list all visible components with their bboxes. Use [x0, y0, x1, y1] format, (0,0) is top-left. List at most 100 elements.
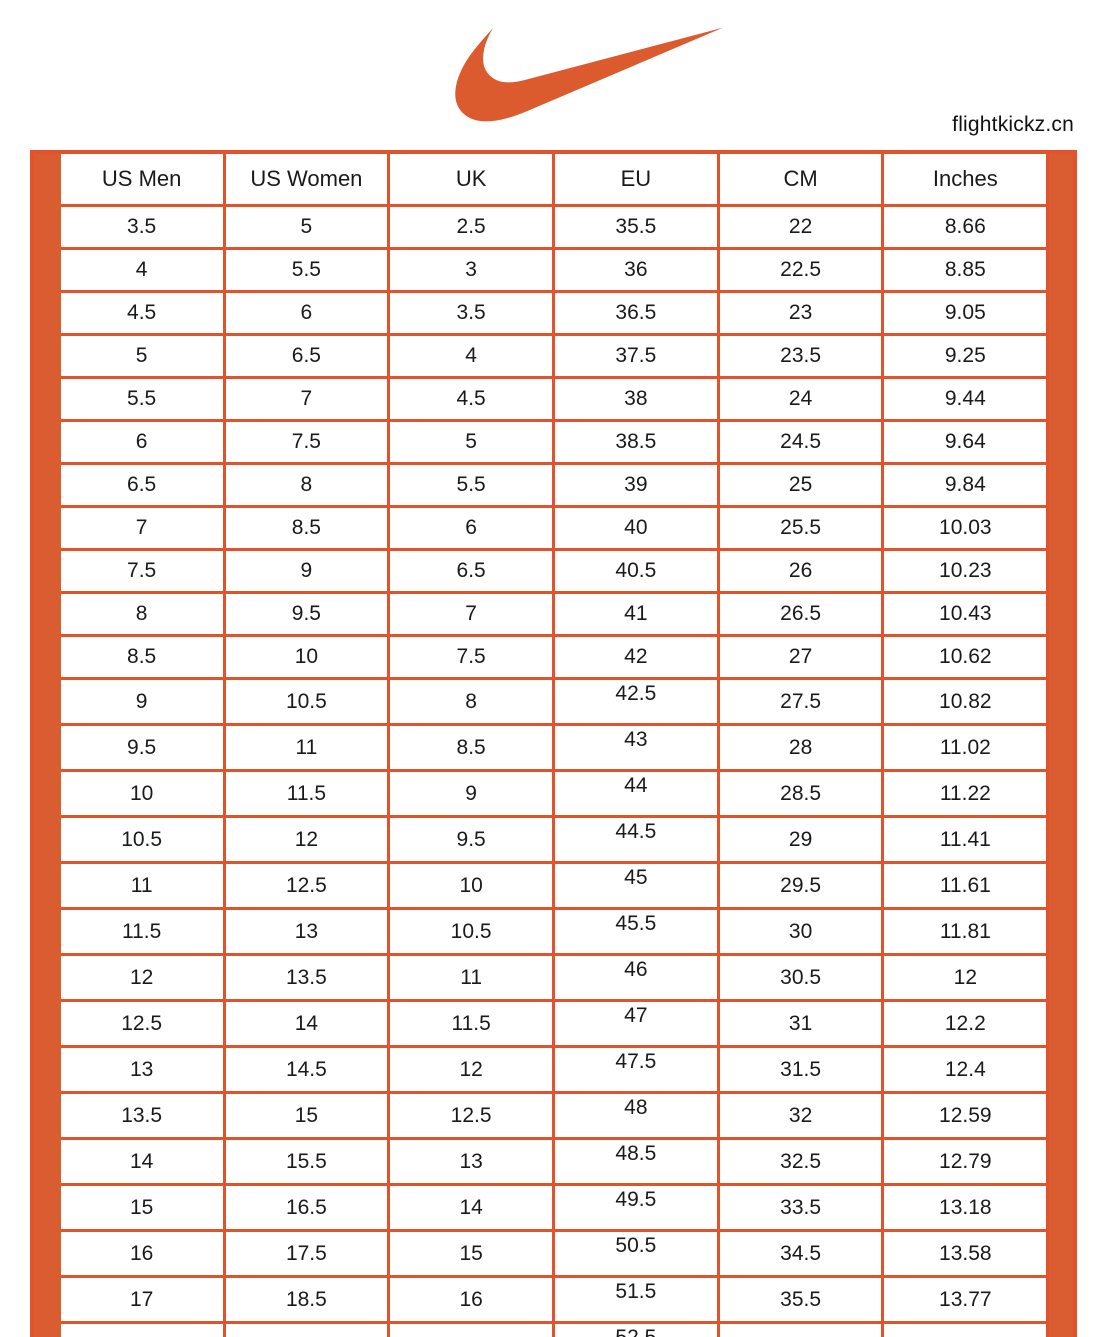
cell-uk: 11.5 [387, 999, 555, 1048]
cell-inches: 14.37 [881, 1321, 1050, 1337]
cell-uk: 13 [387, 1137, 555, 1186]
cell-uk: 6 [387, 505, 555, 551]
cell-inches: 10.23 [881, 548, 1050, 594]
cell-us-women: 19.5 [222, 1321, 391, 1337]
right-accent-bar [1046, 1229, 1077, 1278]
table-row: 9.5 11 8.5 43 28 11.02 [30, 723, 1077, 772]
cell-inches: 9.64 [881, 419, 1050, 465]
cell-eu: 38.5 [551, 419, 720, 465]
cell-eu: 52.5 [551, 1321, 720, 1337]
right-accent-bar [1046, 677, 1077, 726]
cell-cm: 26 [716, 548, 885, 594]
header-eu: EU [551, 150, 720, 207]
cell-eu: 51.5 [551, 1275, 720, 1324]
cell-cm: 35.5 [716, 1275, 885, 1324]
cell-eu: 40 [551, 505, 720, 551]
cell-cm: 31 [716, 999, 885, 1048]
cell-us-men: 11 [57, 861, 226, 910]
cell-uk: 3.5 [387, 290, 555, 336]
right-accent-bar [1046, 204, 1077, 250]
cell-us-men: 5.5 [57, 376, 226, 422]
cell-us-women: 13 [222, 907, 391, 956]
table-row: 12 13.5 11 46 30.5 12 [30, 953, 1077, 1002]
cell-cm: 27.5 [716, 677, 885, 726]
cell-us-women: 11 [222, 723, 391, 772]
table-row: 5 6.5 4 37.5 23.5 9.25 [30, 333, 1077, 379]
left-accent-bar [30, 769, 61, 818]
cell-cm: 22 [716, 204, 885, 250]
cell-us-women: 18.5 [222, 1275, 391, 1324]
cell-uk: 5 [387, 419, 555, 465]
cell-cm: 22.5 [716, 247, 885, 293]
cell-cm: 24.5 [716, 419, 885, 465]
header-us-women: US Women [222, 150, 391, 207]
left-accent-bar [30, 1275, 61, 1324]
cell-uk: 7.5 [387, 634, 555, 680]
cell-us-men: 16 [57, 1229, 226, 1278]
cell-eu: 36.5 [551, 290, 720, 336]
right-accent-bar [1046, 999, 1077, 1048]
cell-us-men: 5 [57, 333, 226, 379]
left-accent-bar [30, 1183, 61, 1232]
cell-us-women: 15.5 [222, 1137, 391, 1186]
cell-us-men: 15 [57, 1183, 226, 1232]
right-accent-bar [1046, 333, 1077, 379]
right-accent-bar [1046, 548, 1077, 594]
right-accent-bar [1046, 769, 1077, 818]
cell-us-men: 10.5 [57, 815, 226, 864]
table-row: 14 15.5 13 48.5 32.5 12.79 [30, 1137, 1077, 1186]
cell-us-women: 16.5 [222, 1183, 391, 1232]
cell-uk: 8.5 [387, 723, 555, 772]
cell-us-women: 8.5 [222, 505, 391, 551]
cell-inches: 12.2 [881, 999, 1050, 1048]
cell-us-women: 7 [222, 376, 391, 422]
cell-cm: 27 [716, 634, 885, 680]
right-accent-bar [1046, 1045, 1077, 1094]
left-accent-bar [30, 505, 61, 551]
table-row: 7.5 9 6.5 40.5 26 10.23 [30, 548, 1077, 594]
cell-us-men: 3.5 [57, 204, 226, 250]
cell-inches: 9.05 [881, 290, 1050, 336]
right-accent-bar [1046, 1275, 1077, 1324]
cell-cm: 36.5 [716, 1321, 885, 1337]
cell-eu: 35.5 [551, 204, 720, 250]
left-accent-bar [30, 1137, 61, 1186]
cell-eu: 40.5 [551, 548, 720, 594]
cell-us-men: 11.5 [57, 907, 226, 956]
cell-uk: 8 [387, 677, 555, 726]
table-row: 10 11.5 9 44 28.5 11.22 [30, 769, 1077, 818]
left-accent-bar [30, 150, 61, 207]
cell-us-women: 12.5 [222, 861, 391, 910]
cell-uk: 16 [387, 1275, 555, 1324]
left-accent-bar [30, 419, 61, 465]
cell-cm: 23.5 [716, 333, 885, 379]
cell-uk: 10 [387, 861, 555, 910]
cell-us-women: 9.5 [222, 591, 391, 637]
cell-uk: 4 [387, 333, 555, 379]
cell-uk: 12 [387, 1045, 555, 1094]
cell-cm: 30 [716, 907, 885, 956]
cell-us-men: 12 [57, 953, 226, 1002]
cell-eu: 41 [551, 591, 720, 637]
left-accent-bar [30, 723, 61, 772]
cell-eu: 50.5 [551, 1229, 720, 1278]
right-accent-bar [1046, 1183, 1077, 1232]
cell-us-women: 9 [222, 548, 391, 594]
cell-eu: 49.5 [551, 1183, 720, 1232]
cell-uk: 2.5 [387, 204, 555, 250]
cell-inches: 12.59 [881, 1091, 1050, 1140]
table-row: 5.5 7 4.5 38 24 9.44 [30, 376, 1077, 422]
cell-us-men: 4 [57, 247, 226, 293]
cell-us-women: 5.5 [222, 247, 391, 293]
size-chart-table: US Men US Women UK EU CM Inches 3.5 5 2.5 3… [30, 150, 1077, 1337]
table-row: 8 9.5 7 41 26.5 10.43 [30, 591, 1077, 637]
left-accent-bar [30, 548, 61, 594]
cell-eu: 42.5 [551, 677, 720, 726]
cell-eu: 45.5 [551, 907, 720, 956]
right-accent-bar [1046, 907, 1077, 956]
cell-us-women: 13.5 [222, 953, 391, 1002]
right-accent-bar [1046, 591, 1077, 637]
cell-us-women: 10.5 [222, 677, 391, 726]
cell-uk: 11 [387, 953, 555, 1002]
left-accent-bar [30, 815, 61, 864]
